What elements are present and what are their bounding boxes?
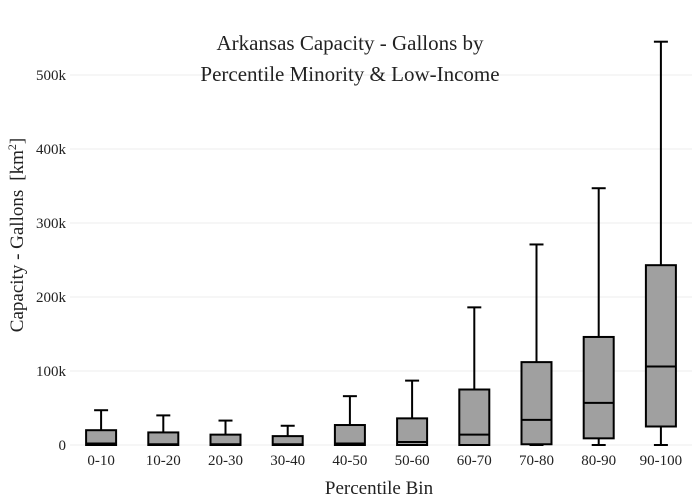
y-tick-label: 500k [36,68,67,84]
iqr-box [85,429,118,447]
box-70-80 [520,243,553,446]
iqr-box [644,264,677,428]
box-20-30 [209,419,242,447]
y-axis-unit-exponent: 2 [5,144,19,150]
y-tick-label: 100k [36,364,67,380]
y-axis-title: Capacity - Gallons [km2] [5,138,28,332]
x-tick-label: 80-90 [581,453,616,469]
box-80-90 [582,187,615,446]
x-tick-label: 60-70 [457,453,492,469]
box-series [85,40,677,447]
y-axis-title-text: Capacity - Gallons [7,190,28,332]
y-tick-label: 300k [36,216,67,232]
x-tick-label: 30-40 [270,453,305,469]
iqr-box [396,417,429,446]
box-40-50 [333,395,366,446]
box-0-10 [85,409,118,447]
x-tick-label: 40-50 [332,453,367,469]
box-90-100 [644,40,677,446]
y-tick-label: 400k [36,142,67,158]
x-axis-ticks: 0-10 10-20 20-30 30-40 40-50 50-60 60-70 70-80 8… [87,453,682,469]
x-tick-label: 90-100 [640,453,683,469]
chart-title-line-1: Arkansas Capacity - Gallons by [216,31,484,55]
iqr-box [147,431,180,447]
box-60-70 [458,306,491,446]
box-30-40 [271,424,304,446]
x-tick-label: 0-10 [87,453,115,469]
box-50-60 [396,379,429,446]
y-axis-ticks: 0 100k 200k 300k 400k 500k [36,68,67,454]
iqr-box [458,388,491,446]
x-axis-title: Percentile Bin [325,478,434,499]
box-10-20 [147,414,180,447]
iqr-box [582,335,615,440]
chart-title-line-2: Percentile Minority & Low-Income [200,62,499,86]
y-tick-label: 0 [59,438,67,454]
gridlines [70,74,692,446]
x-tick-label: 50-60 [395,453,430,469]
x-tick-label: 20-30 [208,453,243,469]
iqr-box [520,361,553,446]
x-tick-label: 10-20 [146,453,181,469]
iqr-box [333,424,366,446]
y-axis-unit-suffix: ] [7,138,28,144]
x-tick-label: 70-80 [519,453,554,469]
y-tick-label: 200k [36,290,67,306]
y-axis-unit-prefix: [km [7,150,28,181]
